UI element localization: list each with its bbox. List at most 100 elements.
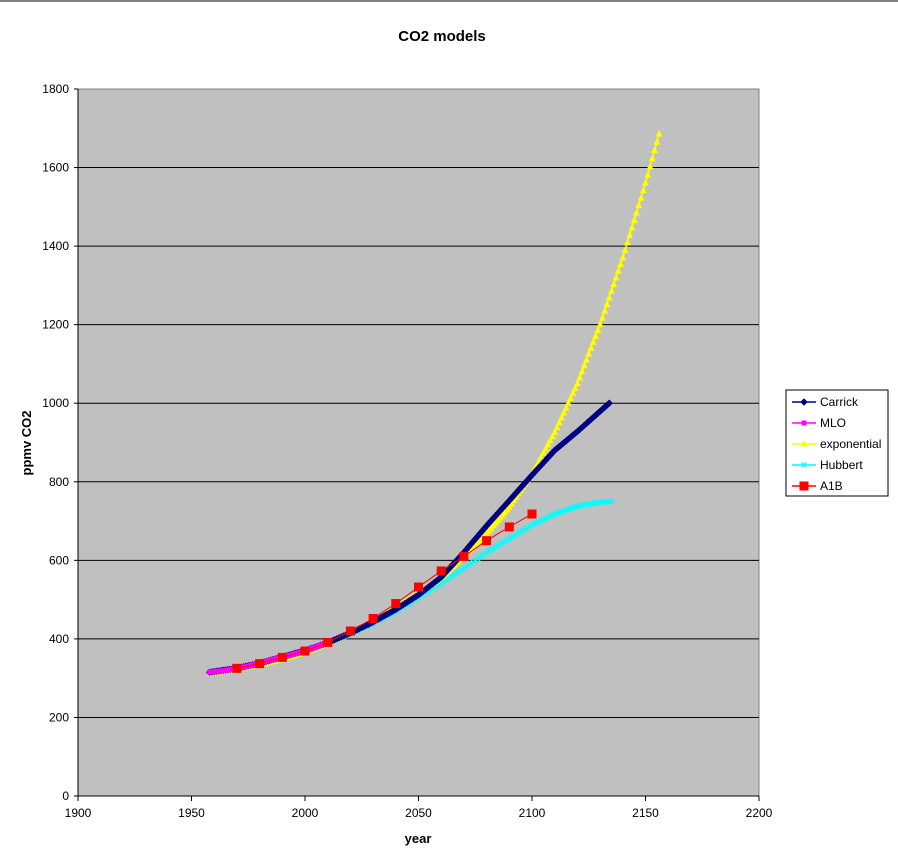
data-point — [653, 138, 661, 145]
legend-item-a1b: A1B — [792, 479, 843, 493]
data-point — [639, 186, 647, 194]
y-axis: 0 200 400 600 800 1000 1200 1400 1600 1800 — [42, 82, 79, 803]
data-point — [592, 332, 600, 339]
data-point — [642, 179, 649, 186]
legend-marker — [801, 462, 807, 468]
y-tick-label: 1600 — [42, 161, 69, 175]
chart-title: CO2 models — [398, 28, 486, 45]
y-tick-label: 1400 — [42, 239, 69, 253]
data-point — [459, 551, 469, 561]
data-point — [644, 171, 652, 178]
data-point — [614, 267, 622, 274]
data-point — [569, 389, 577, 396]
x-axis-title: year — [405, 831, 432, 846]
data-point — [505, 503, 513, 510]
data-point — [555, 418, 563, 426]
data-point — [436, 566, 446, 576]
legend-marker — [800, 398, 808, 406]
y-tick-label: 1800 — [42, 82, 69, 96]
y-tick-label: 1200 — [42, 318, 69, 332]
data-point — [582, 356, 590, 363]
data-point — [546, 436, 554, 444]
x-tick-label: 1900 — [65, 806, 92, 820]
plot-area — [77, 88, 760, 797]
data-point — [560, 409, 568, 416]
data-point — [598, 313, 606, 321]
legend-label: Hubbert — [820, 458, 863, 472]
data-point — [562, 404, 570, 411]
data-point — [612, 273, 620, 281]
x-tick-label: 2050 — [405, 806, 432, 820]
data-point — [621, 246, 629, 253]
data-point — [605, 399, 614, 408]
data-point — [617, 260, 625, 268]
x-tick-label: 2200 — [746, 806, 773, 820]
data-point — [482, 536, 492, 546]
data-point — [619, 253, 627, 261]
data-point — [655, 130, 663, 137]
data-point — [300, 646, 310, 656]
x-tick-label: 1950 — [178, 806, 205, 820]
legend-item-hubbert: Hubbert — [792, 458, 863, 472]
data-point — [626, 231, 634, 239]
data-point — [414, 582, 423, 592]
y-axis-title: ppmv CO2 — [19, 410, 34, 475]
data-point — [637, 194, 645, 201]
data-point — [508, 499, 516, 507]
series-a1b — [232, 509, 537, 673]
legend-label: A1B — [820, 479, 843, 493]
data-point — [551, 428, 559, 436]
data-point — [630, 216, 638, 224]
data-point — [571, 384, 579, 391]
data-point — [585, 350, 593, 357]
data-point — [553, 423, 561, 431]
x-tick-label: 2100 — [519, 806, 546, 820]
legend-item-mlo: MLO — [792, 416, 846, 430]
y-tick-label: 600 — [49, 553, 69, 567]
legend-marker — [799, 481, 809, 491]
y-tick-label: 400 — [49, 632, 69, 646]
legend: Carrick MLO exponential Hubbert A1B — [785, 389, 889, 497]
data-point — [504, 522, 514, 532]
data-point — [608, 498, 615, 505]
y-tick-label: 200 — [49, 710, 69, 724]
data-point — [603, 300, 611, 308]
gridlines — [78, 167, 759, 718]
data-point — [345, 626, 355, 636]
data-point — [544, 441, 552, 448]
x-axis: 1900 1950 2000 2050 2100 2150 2200 — [65, 795, 773, 820]
data-point — [548, 432, 556, 440]
data-point — [576, 373, 584, 381]
data-point — [323, 637, 333, 647]
data-point — [558, 413, 566, 421]
data-point — [232, 663, 242, 673]
data-point — [368, 613, 378, 623]
data-point — [578, 367, 586, 375]
data-point — [594, 326, 602, 334]
data-point — [567, 394, 575, 401]
data-point — [537, 453, 545, 460]
legend-item-carrick: Carrick — [792, 395, 859, 409]
data-point — [596, 320, 604, 328]
data-point — [564, 399, 572, 406]
x-tick-label: 2000 — [292, 806, 319, 820]
data-point — [601, 307, 609, 314]
data-point — [646, 162, 654, 170]
x-tick-label: 2150 — [632, 806, 659, 820]
data-point — [648, 154, 656, 162]
data-point — [542, 445, 550, 452]
data-point — [623, 238, 631, 246]
data-point — [587, 344, 595, 351]
data-point — [610, 280, 618, 288]
data-point — [580, 361, 588, 369]
data-point — [573, 379, 581, 387]
legend-item-exponential: exponential — [792, 437, 881, 451]
legend-label: MLO — [820, 416, 846, 430]
legend-marker — [800, 440, 808, 447]
data-point — [527, 509, 537, 519]
data-point — [539, 449, 547, 456]
y-tick-label: 800 — [49, 475, 69, 489]
series-group — [205, 130, 663, 677]
data-point — [651, 146, 659, 154]
